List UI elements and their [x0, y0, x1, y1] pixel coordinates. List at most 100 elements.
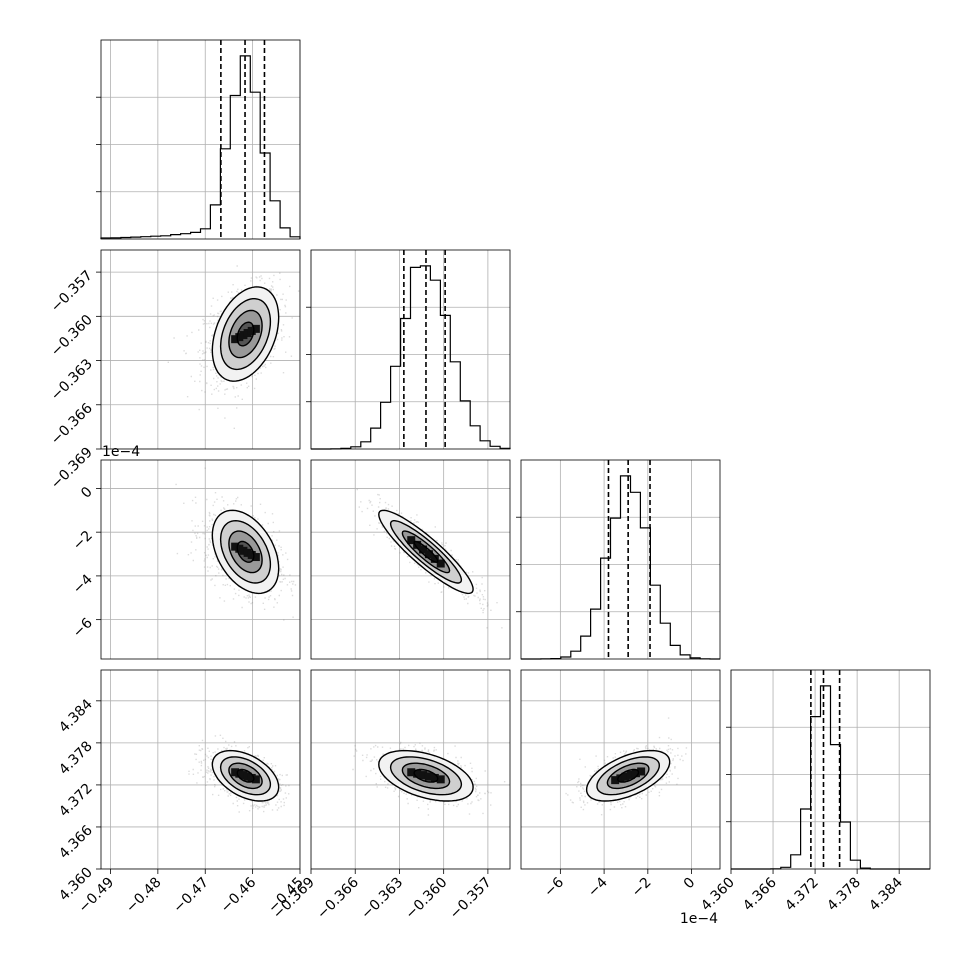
contour-line: [228, 762, 263, 790]
hist-panel-1: [306, 249, 511, 450]
y-tick-label: 4.366: [56, 822, 96, 862]
density-core-cell: [430, 773, 439, 782]
x-tick-label: −4: [585, 874, 611, 900]
x-tick-label: 4.366: [740, 874, 780, 914]
contour-line: [606, 762, 650, 790]
panel-frame: [730, 669, 931, 870]
density-core-cell: [251, 775, 260, 784]
panel-frame: [310, 249, 511, 450]
panel-frame: [100, 459, 301, 660]
panel-content: [311, 460, 510, 659]
contour-line: [401, 762, 451, 790]
density-core-cell: [231, 335, 240, 344]
x-tick-label: −0.366: [314, 874, 362, 922]
contour-line: [228, 309, 263, 359]
panel-frame: [100, 249, 301, 450]
density-core-cell: [616, 774, 625, 783]
panel-frame: [520, 459, 721, 660]
panel-frame: [100, 39, 301, 240]
density-core-cell: [621, 772, 630, 781]
contour-line: [617, 768, 640, 783]
density-core-cell: [231, 542, 240, 551]
density-core-cell: [413, 540, 422, 549]
density-core-cell: [239, 331, 248, 340]
density-core-cell: [419, 545, 428, 554]
x-tick-label: −0.47: [170, 875, 212, 917]
density-core-cell: [430, 554, 439, 563]
x-tick-label: 4.360: [698, 875, 738, 915]
contour-line: [401, 530, 451, 574]
y-tick-label: −0.360: [48, 312, 96, 360]
density-core-cell: [407, 536, 416, 545]
contour-line: [389, 520, 463, 584]
contour-line: [596, 756, 661, 796]
scatter-panel-3-1: [310, 669, 511, 870]
hist-panel-3: [726, 669, 931, 870]
panel-frame: [310, 459, 511, 660]
density-core-cell: [247, 326, 256, 335]
x-tick-label: −2: [629, 875, 655, 901]
density-core-cell: [247, 550, 256, 559]
contour-line: [389, 756, 463, 796]
density-core-cell: [243, 328, 252, 337]
scatter-panel-2-0: [100, 459, 301, 660]
panel-content: [101, 460, 300, 659]
panel-content: [311, 670, 510, 869]
x-tick-label: 4.384: [866, 874, 906, 914]
y-tick-label: −0.369: [48, 445, 96, 493]
x-tick-label: 0: [681, 875, 699, 893]
scatter-panel-2-1: [310, 459, 511, 660]
density-core-cell: [611, 776, 620, 785]
y-tick-label: 4.384: [56, 696, 96, 736]
density-core-cell: [424, 550, 433, 559]
x-tick-label: −0.360: [403, 875, 451, 923]
density-core-cell: [235, 769, 244, 778]
density-core-cell: [235, 544, 244, 553]
y-tick-label: −2: [70, 528, 96, 554]
panel-frame: [310, 669, 511, 870]
contour-line: [413, 540, 439, 563]
histogram-step: [521, 475, 720, 660]
x-tick-label: −0.46: [218, 874, 260, 916]
contour-line: [236, 768, 255, 783]
hist-panel-2: [516, 459, 721, 660]
contour-line: [211, 509, 280, 595]
density-core-cell: [251, 324, 260, 333]
panel-content: [101, 250, 300, 449]
hist-panel-0: [96, 39, 301, 240]
y-tick-label: −0.357: [48, 268, 96, 316]
contour-line: [236, 321, 255, 347]
panel-content: [101, 670, 300, 869]
density-core-cell: [243, 772, 252, 781]
density-core-cell: [243, 548, 252, 557]
density-core-cell: [231, 768, 240, 777]
contour-line: [236, 540, 255, 563]
contour-line: [378, 749, 474, 802]
density-core-cell: [424, 772, 433, 781]
density-core-cell: [637, 767, 646, 776]
panel-frame: [100, 669, 301, 870]
contour-line: [211, 286, 280, 382]
x-tick-label: 4.372: [782, 875, 822, 915]
density-core-cell: [235, 333, 244, 342]
histogram-step: [731, 685, 930, 870]
contour-line: [211, 749, 280, 802]
y-tick-label: 4.378: [56, 738, 96, 778]
panel-frame: [520, 669, 721, 870]
y-tick-label: −6: [70, 615, 96, 641]
density-core-cell: [239, 546, 248, 555]
scatter-panel-3-0: [100, 669, 301, 870]
density-core-cell: [419, 771, 428, 780]
contour-line: [219, 756, 272, 796]
x-tick-label: −0.357: [447, 875, 495, 923]
y-tick-label: 4.372: [56, 780, 96, 820]
density-core-cell: [436, 559, 445, 568]
contour-line: [585, 749, 671, 802]
x-tick-label: −0.48: [123, 875, 165, 917]
scatter-panel-1-0: [100, 249, 301, 450]
density-core-cell: [631, 769, 640, 778]
density-core-cell: [239, 771, 248, 780]
density-core-cell: [436, 775, 445, 784]
contour-line: [228, 530, 263, 574]
y-tick-label: 0: [78, 484, 96, 502]
